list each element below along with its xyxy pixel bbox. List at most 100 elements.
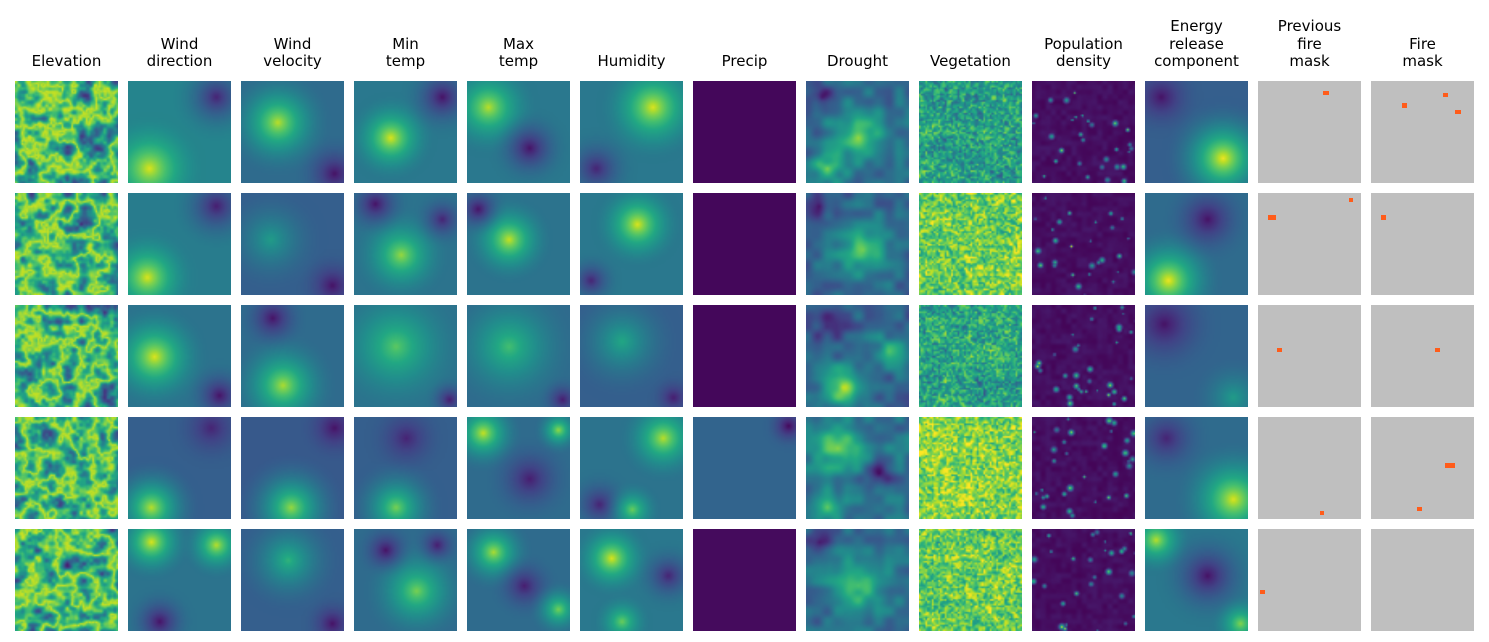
fire-spot (1260, 590, 1265, 594)
heatmap-canvas (241, 529, 344, 631)
heatmap-canvas (919, 193, 1022, 295)
fire-spot (1349, 198, 1353, 202)
tile-fire (1366, 412, 1479, 524)
tile-erc (1140, 188, 1253, 300)
header-row: ElevationWinddirectionWindvelocityMintem… (10, 4, 1479, 74)
heatmap-canvas (693, 529, 796, 631)
heatmap-canvas (1032, 417, 1135, 519)
tile-humidity (575, 188, 688, 300)
tile-fire (1366, 300, 1479, 412)
feature-grid: ElevationWinddirectionWindvelocityMintem… (0, 0, 1489, 642)
heatmap-canvas (919, 417, 1022, 519)
tile-fire (1366, 76, 1479, 188)
tile-erc (1140, 412, 1253, 524)
heatmap-canvas (919, 81, 1022, 183)
heatmap-canvas (354, 417, 457, 519)
fire-spot (1455, 110, 1460, 114)
tile-fire (1366, 188, 1479, 300)
tile-drought (801, 412, 914, 524)
heatmap-canvas (467, 417, 570, 519)
tile-erc (1140, 524, 1253, 636)
tile-humidity (575, 76, 688, 188)
tile-precip (688, 188, 801, 300)
column-header-erc: Energyreleasecomponent (1140, 18, 1253, 74)
tile-vegetation (914, 524, 1027, 636)
column-header-pop_density: Populationdensity (1027, 36, 1140, 75)
fire-spot (1277, 348, 1282, 352)
mask-tile (1371, 305, 1474, 407)
tile-wind_vel (236, 524, 349, 636)
tile-pop_density (1027, 412, 1140, 524)
heatmap-canvas (580, 529, 683, 631)
heatmap-canvas (580, 81, 683, 183)
column-header-fire: Firemask (1366, 36, 1479, 75)
tile-precip (688, 76, 801, 188)
heatmap-canvas (354, 81, 457, 183)
tile-min_temp (349, 188, 462, 300)
mask-tile (1371, 81, 1474, 183)
tile-prev_fire (1253, 524, 1366, 636)
heatmap-canvas (1145, 81, 1248, 183)
heatmap-canvas (15, 529, 118, 631)
tile-min_temp (349, 524, 462, 636)
fire-spot (1435, 348, 1440, 352)
tile-elevation (10, 188, 123, 300)
tile-vegetation (914, 76, 1027, 188)
tile-humidity (575, 300, 688, 412)
grid-row (10, 412, 1479, 524)
heatmap-canvas (15, 417, 118, 519)
heatmap-canvas (693, 305, 796, 407)
tile-humidity (575, 412, 688, 524)
tile-pop_density (1027, 300, 1140, 412)
tile-precip (688, 300, 801, 412)
tile-wind_vel (236, 188, 349, 300)
column-header-min_temp: Mintemp (349, 36, 462, 75)
heatmap-canvas (693, 81, 796, 183)
grid-row (10, 300, 1479, 412)
tile-erc (1140, 76, 1253, 188)
column-header-drought: Drought (801, 53, 914, 74)
tile-prev_fire (1253, 188, 1366, 300)
tile-wind_dir (123, 300, 236, 412)
heatmap-canvas (128, 305, 231, 407)
heatmap-canvas (580, 305, 683, 407)
heatmap-canvas (919, 529, 1022, 631)
heatmap-canvas (128, 529, 231, 631)
tile-drought (801, 300, 914, 412)
tile-elevation (10, 76, 123, 188)
heatmap-canvas (1145, 529, 1248, 631)
mask-tile (1371, 529, 1474, 631)
mask-tile (1258, 417, 1361, 519)
column-header-max_temp: Maxtemp (462, 36, 575, 75)
tile-max_temp (462, 524, 575, 636)
tile-precip (688, 524, 801, 636)
heatmap-canvas (467, 193, 570, 295)
heatmap-canvas (806, 529, 909, 631)
column-header-elevation: Elevation (10, 53, 123, 74)
tile-wind_dir (123, 524, 236, 636)
heatmap-canvas (1145, 417, 1248, 519)
heatmap-canvas (1145, 305, 1248, 407)
heatmap-canvas (693, 417, 796, 519)
tile-vegetation (914, 188, 1027, 300)
fire-spot (1417, 507, 1422, 511)
fire-spot (1381, 215, 1386, 219)
tile-erc (1140, 300, 1253, 412)
mask-tile (1258, 81, 1361, 183)
column-header-prev_fire: Previousfiremask (1253, 18, 1366, 74)
heatmap-canvas (354, 529, 457, 631)
tile-drought (801, 524, 914, 636)
heatmap-canvas (354, 305, 457, 407)
heatmap-canvas (1032, 81, 1135, 183)
heatmap-canvas (128, 417, 231, 519)
tile-max_temp (462, 300, 575, 412)
mask-tile (1371, 417, 1474, 519)
tile-max_temp (462, 76, 575, 188)
tile-prev_fire (1253, 76, 1366, 188)
tile-pop_density (1027, 524, 1140, 636)
tile-max_temp (462, 412, 575, 524)
tile-prev_fire (1253, 412, 1366, 524)
fire-spot (1445, 463, 1455, 468)
heatmap-canvas (806, 305, 909, 407)
column-header-precip: Precip (688, 53, 801, 74)
